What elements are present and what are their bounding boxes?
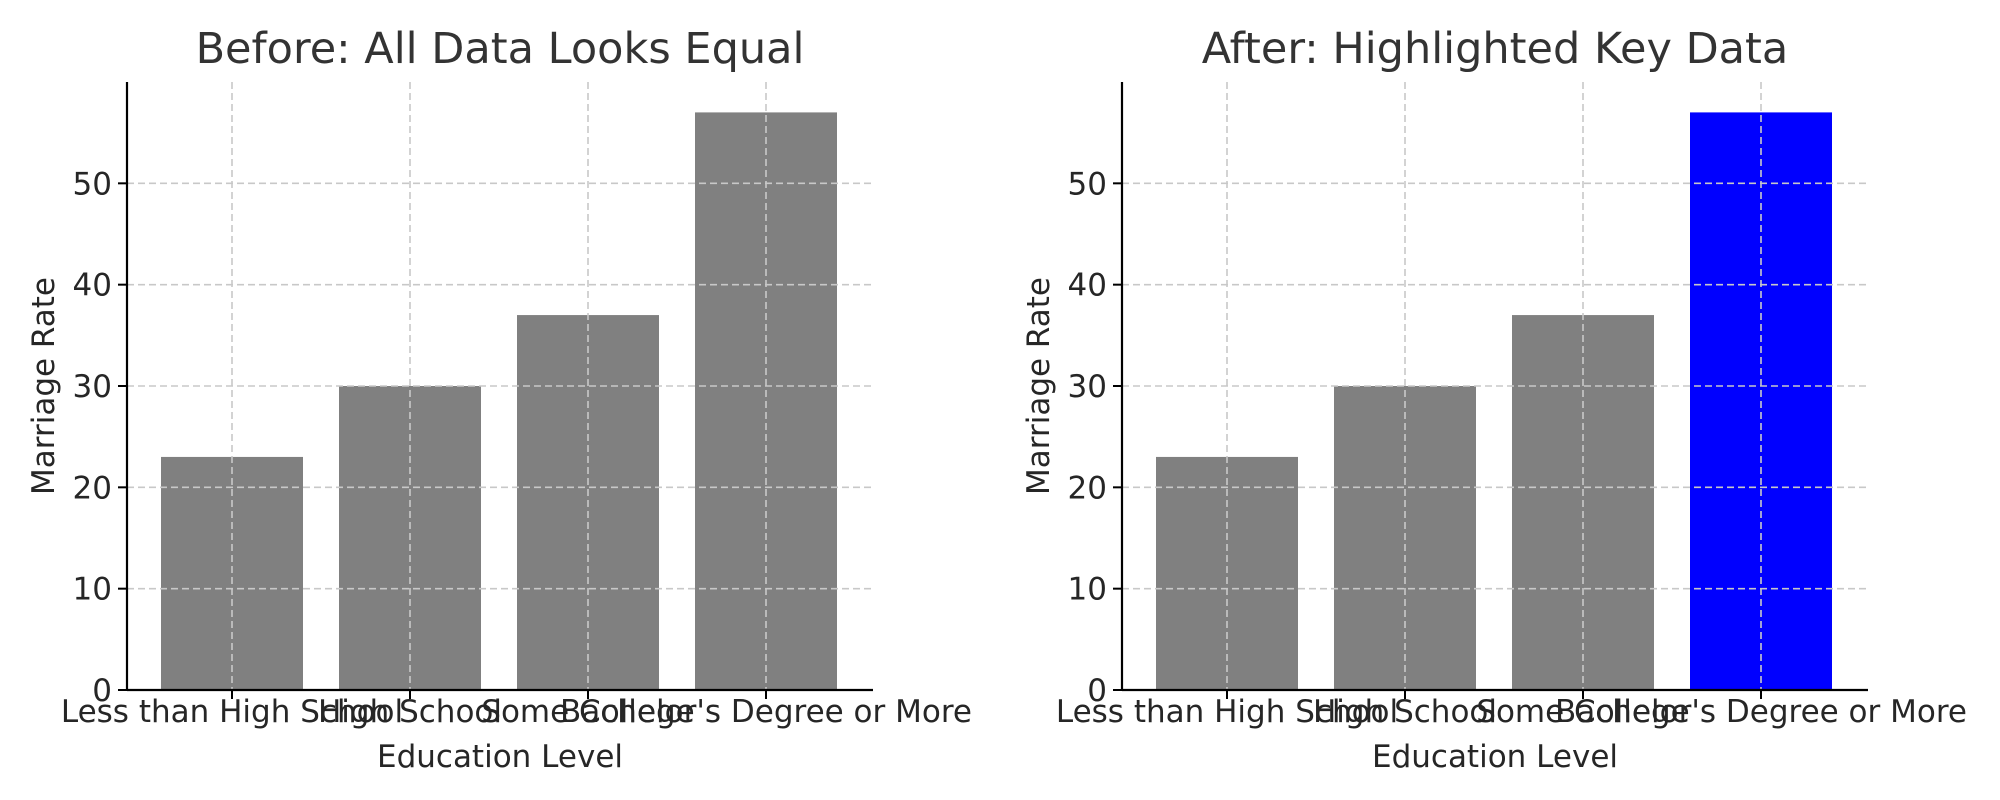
y-tick-label: 20 [1068, 470, 1107, 506]
x-tick-label: High School [1313, 694, 1497, 730]
x-tick-label: Bachelor's Degree or More [1555, 694, 1967, 730]
x-tick-label: High School [318, 694, 502, 730]
y-axis-label: Marriage Rate [1021, 277, 1057, 495]
x-tick-label: Less than High School [61, 694, 403, 730]
x-tick-label: Some College [481, 694, 694, 730]
y-tick-label: 40 [1068, 268, 1107, 304]
y-tick-label: 50 [1068, 166, 1107, 202]
chart-title: After: Highlighted Key Data [1202, 24, 1789, 74]
y-tick-label: 0 [1087, 673, 1107, 709]
x-axis-label: Education Level [377, 739, 623, 775]
x-tick-label: Bachelor's Degree or More [560, 694, 972, 730]
y-tick-label: 30 [73, 369, 112, 405]
y-tick-label: 0 [92, 673, 112, 709]
y-tick-label: 40 [73, 268, 112, 304]
y-tick-label: 30 [1068, 369, 1107, 405]
y-tick-label: 10 [73, 572, 112, 608]
x-tick-label: Some College [1476, 694, 1689, 730]
x-tick-label: Less than High School [1056, 694, 1398, 730]
y-axis-label: Marriage Rate [26, 277, 62, 495]
y-tick-label: 10 [1068, 572, 1107, 608]
y-tick-label: 20 [73, 470, 112, 506]
y-tick-label: 50 [73, 166, 112, 202]
chart-title: Before: All Data Looks Equal [196, 24, 805, 74]
x-axis-label: Education Level [1372, 739, 1618, 775]
